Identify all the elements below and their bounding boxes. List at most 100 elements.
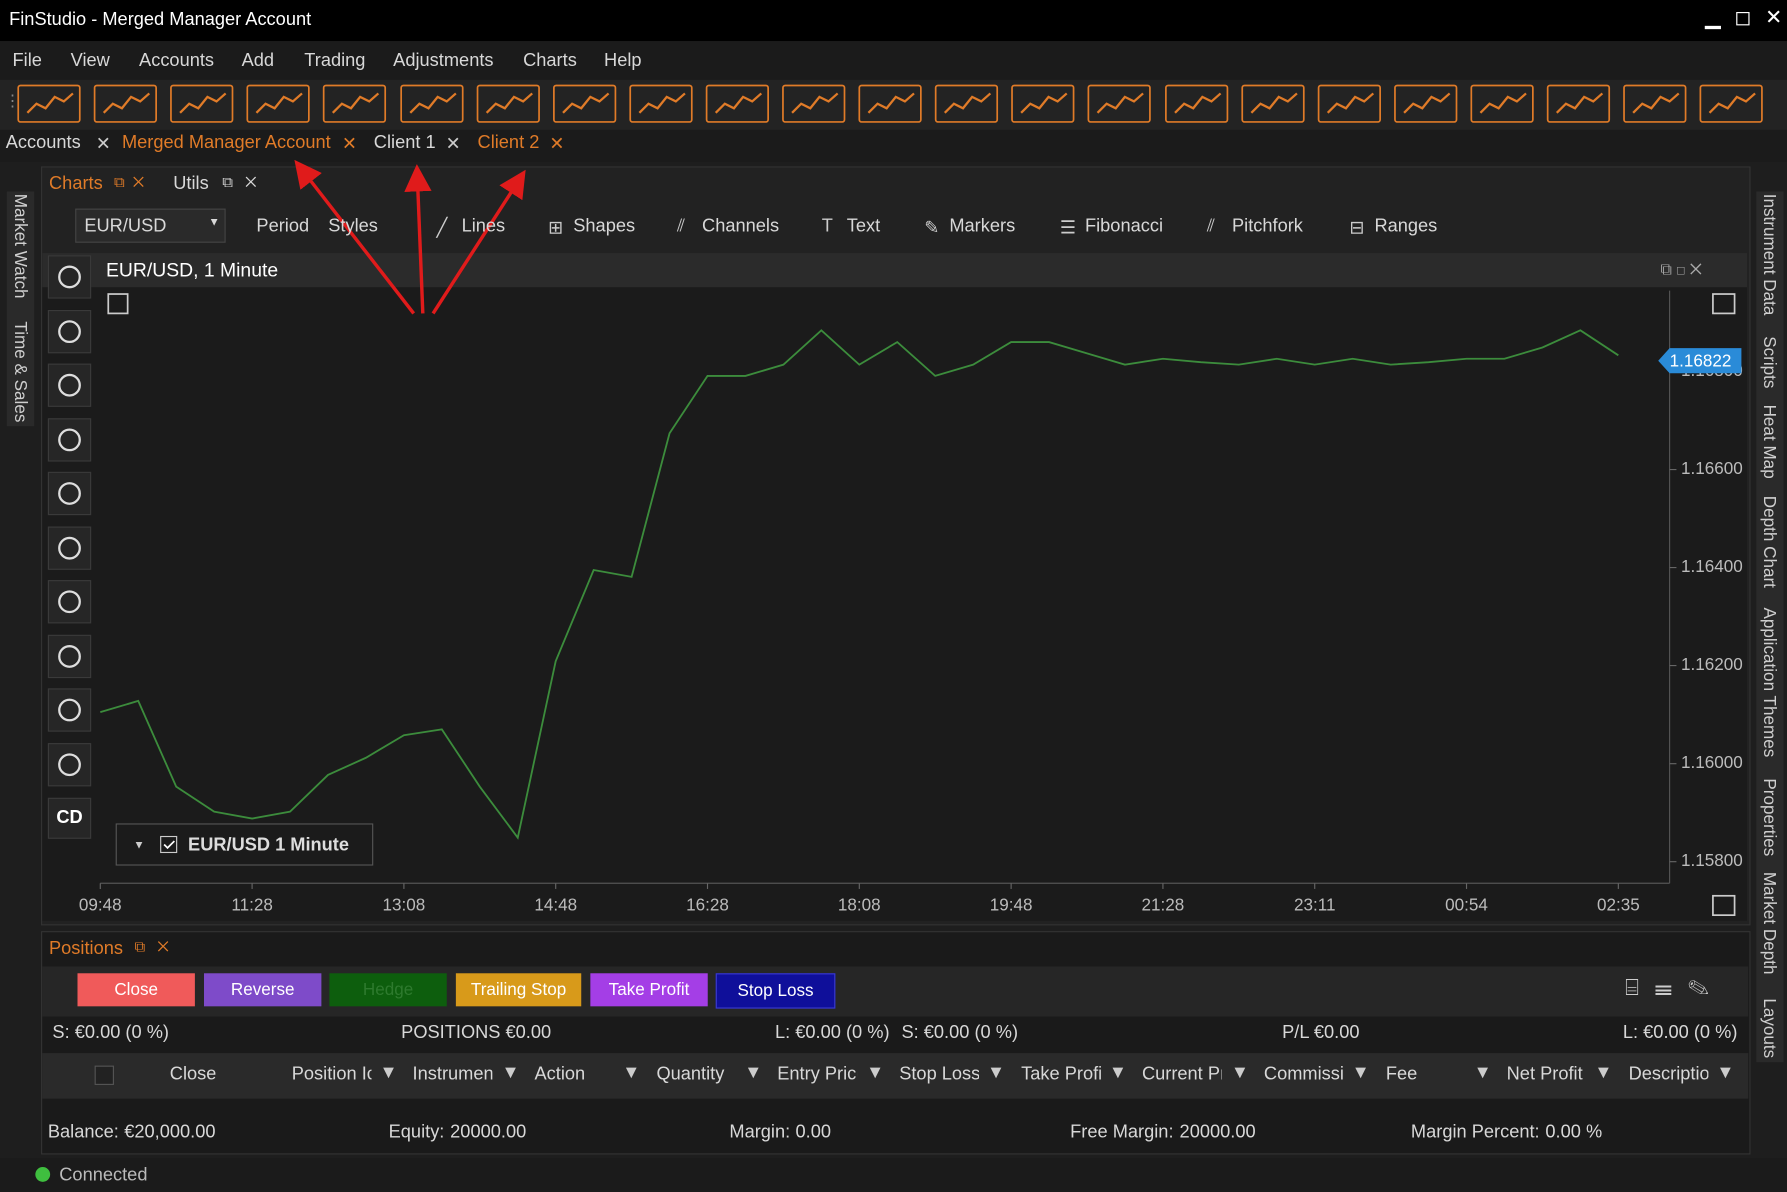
column-header[interactable]: Take Profit: [1021, 1064, 1101, 1084]
menu-item[interactable]: Trading: [304, 51, 366, 71]
drawing-tool[interactable]: [47, 417, 92, 461]
menu-item[interactable]: File: [12, 51, 42, 71]
hedge-button[interactable]: Hedge: [329, 973, 447, 1007]
drawing-tool[interactable]: CD: [47, 797, 92, 839]
column-filter[interactable]: ▼: [1230, 1063, 1249, 1083]
toolbar-button[interactable]: [1698, 83, 1764, 124]
side-tab[interactable]: Instrument Data: [1759, 193, 1780, 316]
toolbar-button[interactable]: [1622, 83, 1688, 124]
column-header[interactable]: Fee: [1385, 1064, 1418, 1084]
drawing-tool[interactable]: [47, 363, 92, 407]
menu-item[interactable]: Help: [604, 51, 642, 71]
side-tab[interactable]: Heat Map: [1759, 404, 1780, 479]
chart-tool[interactable]: Shapes: [573, 216, 636, 236]
side-tab[interactable]: Scripts: [1759, 336, 1780, 389]
panel-tab[interactable]: Utils: [173, 174, 209, 194]
panel-toggle[interactable]: [107, 293, 129, 315]
column-filter[interactable]: ▼: [1108, 1063, 1127, 1083]
toolbar-button[interactable]: [1087, 83, 1153, 124]
side-tab[interactable]: Layouts: [1759, 998, 1780, 1059]
toolbar-button[interactable]: [1316, 83, 1382, 124]
toolbar-button[interactable]: [934, 83, 1000, 124]
toolbar-button[interactable]: [1163, 83, 1229, 124]
tab-close[interactable]: ✕: [445, 134, 461, 154]
toolbar-button[interactable]: [475, 83, 541, 124]
column-filter[interactable]: ▼: [501, 1063, 520, 1083]
toolbar-button[interactable]: [245, 83, 311, 124]
chart-tool[interactable]: Pitchfork: [1231, 216, 1303, 236]
legend-checkbox[interactable]: [160, 835, 178, 854]
toolbar-button[interactable]: [1392, 83, 1458, 124]
side-tab[interactable]: Properties: [1759, 778, 1780, 857]
take-profit-button[interactable]: Take Profit: [590, 973, 708, 1007]
toolbar-button[interactable]: [322, 83, 388, 124]
tab-icons[interactable]: ⧉ ✕: [222, 173, 257, 191]
column-header[interactable]: Position Ic: [291, 1064, 372, 1084]
document-tab[interactable]: Client 1: [373, 133, 436, 153]
menu-item[interactable]: Add: [241, 51, 275, 71]
side-tab[interactable]: Market Depth: [1759, 871, 1780, 975]
column-header[interactable]: Stop Loss: [899, 1064, 979, 1084]
panel-tab[interactable]: Positions: [49, 939, 123, 959]
document-tab[interactable]: Client 2: [477, 133, 540, 153]
column-header[interactable]: Net Profit: [1506, 1064, 1583, 1084]
column-header[interactable]: Quantity: [656, 1064, 725, 1084]
menu-item[interactable]: Accounts: [139, 51, 215, 71]
side-tab[interactable]: Market Watch: [10, 193, 30, 299]
toolbar-button[interactable]: [704, 83, 770, 124]
column-header[interactable]: Descriptio: [1628, 1064, 1709, 1084]
column-header[interactable]: Instrumen: [412, 1064, 493, 1084]
drawing-tool[interactable]: [47, 525, 92, 570]
window-controls[interactable]: ▁◻✕: [1704, 5, 1787, 29]
column-filter[interactable]: ▼: [986, 1063, 1006, 1083]
panel-tab[interactable]: Charts: [49, 174, 103, 194]
column-filter[interactable]: ▼: [1716, 1063, 1735, 1083]
toolbar-button[interactable]: [1010, 83, 1076, 124]
toolbar-button[interactable]: [398, 83, 464, 124]
tab-close[interactable]: ✕: [549, 134, 565, 154]
column-header[interactable]: Entry Price: [777, 1064, 857, 1084]
column-filter[interactable]: ▼: [866, 1063, 885, 1083]
chart-tool[interactable]: Styles: [328, 216, 378, 236]
toolbar-button[interactable]: [1545, 83, 1611, 124]
toolbar-button[interactable]: [16, 83, 82, 124]
column-header[interactable]: Close: [169, 1064, 216, 1084]
chart-window-controls[interactable]: ⧉ ◻ ✕: [1660, 261, 1701, 278]
column-filter[interactable]: ▼: [1594, 1063, 1613, 1083]
menu-item[interactable]: Adjustments: [393, 51, 494, 71]
positions-tools[interactable]: ⌸☰✎: [1625, 975, 1725, 1001]
menu-item[interactable]: View: [70, 51, 110, 71]
chart-tool[interactable]: Lines: [461, 216, 506, 236]
tab-icons[interactable]: ⧉ ✕: [113, 173, 145, 191]
reverse-button[interactable]: Reverse: [204, 973, 322, 1007]
chart-tool[interactable]: Ranges: [1374, 216, 1438, 236]
drawing-tool[interactable]: [47, 309, 92, 353]
column-header[interactable]: Commissic: [1263, 1064, 1344, 1084]
chart-tool[interactable]: Text: [846, 216, 881, 236]
document-tab[interactable]: Accounts: [5, 133, 81, 153]
toolbar-button[interactable]: [1469, 83, 1535, 124]
select-all-checkbox[interactable]: [94, 1065, 114, 1085]
toolbar-button[interactable]: [781, 83, 847, 124]
toolbar-button[interactable]: [1239, 83, 1305, 124]
column-header[interactable]: Action: [534, 1064, 586, 1084]
toolbar-button[interactable]: [628, 83, 694, 124]
chart-tool[interactable]: Period: [256, 216, 310, 236]
panel-toggle[interactable]: [1712, 894, 1736, 917]
side-tab[interactable]: Time & Sales: [10, 321, 30, 423]
column-filter[interactable]: ▼: [744, 1063, 763, 1083]
document-tab[interactable]: Merged Manager Account: [121, 133, 331, 153]
tab-icons[interactable]: ⧉ ✕: [134, 937, 169, 956]
drawing-tool[interactable]: [47, 255, 92, 299]
trailing-stop-button[interactable]: Trailing Stop: [455, 973, 582, 1007]
side-tab[interactable]: Depth Chart: [1759, 495, 1780, 588]
column-header[interactable]: Current Pr: [1141, 1064, 1222, 1084]
toolbar-button[interactable]: [169, 83, 235, 124]
tab-close[interactable]: ✕: [341, 134, 358, 154]
column-filter[interactable]: ▼: [1473, 1063, 1492, 1083]
legend-arrow[interactable]: ▼: [133, 840, 144, 852]
toolbar-button[interactable]: [92, 83, 158, 124]
stop-loss-button[interactable]: Stop Loss: [715, 973, 836, 1009]
drawing-tool[interactable]: [47, 634, 92, 678]
drawing-tool[interactable]: [47, 742, 92, 786]
